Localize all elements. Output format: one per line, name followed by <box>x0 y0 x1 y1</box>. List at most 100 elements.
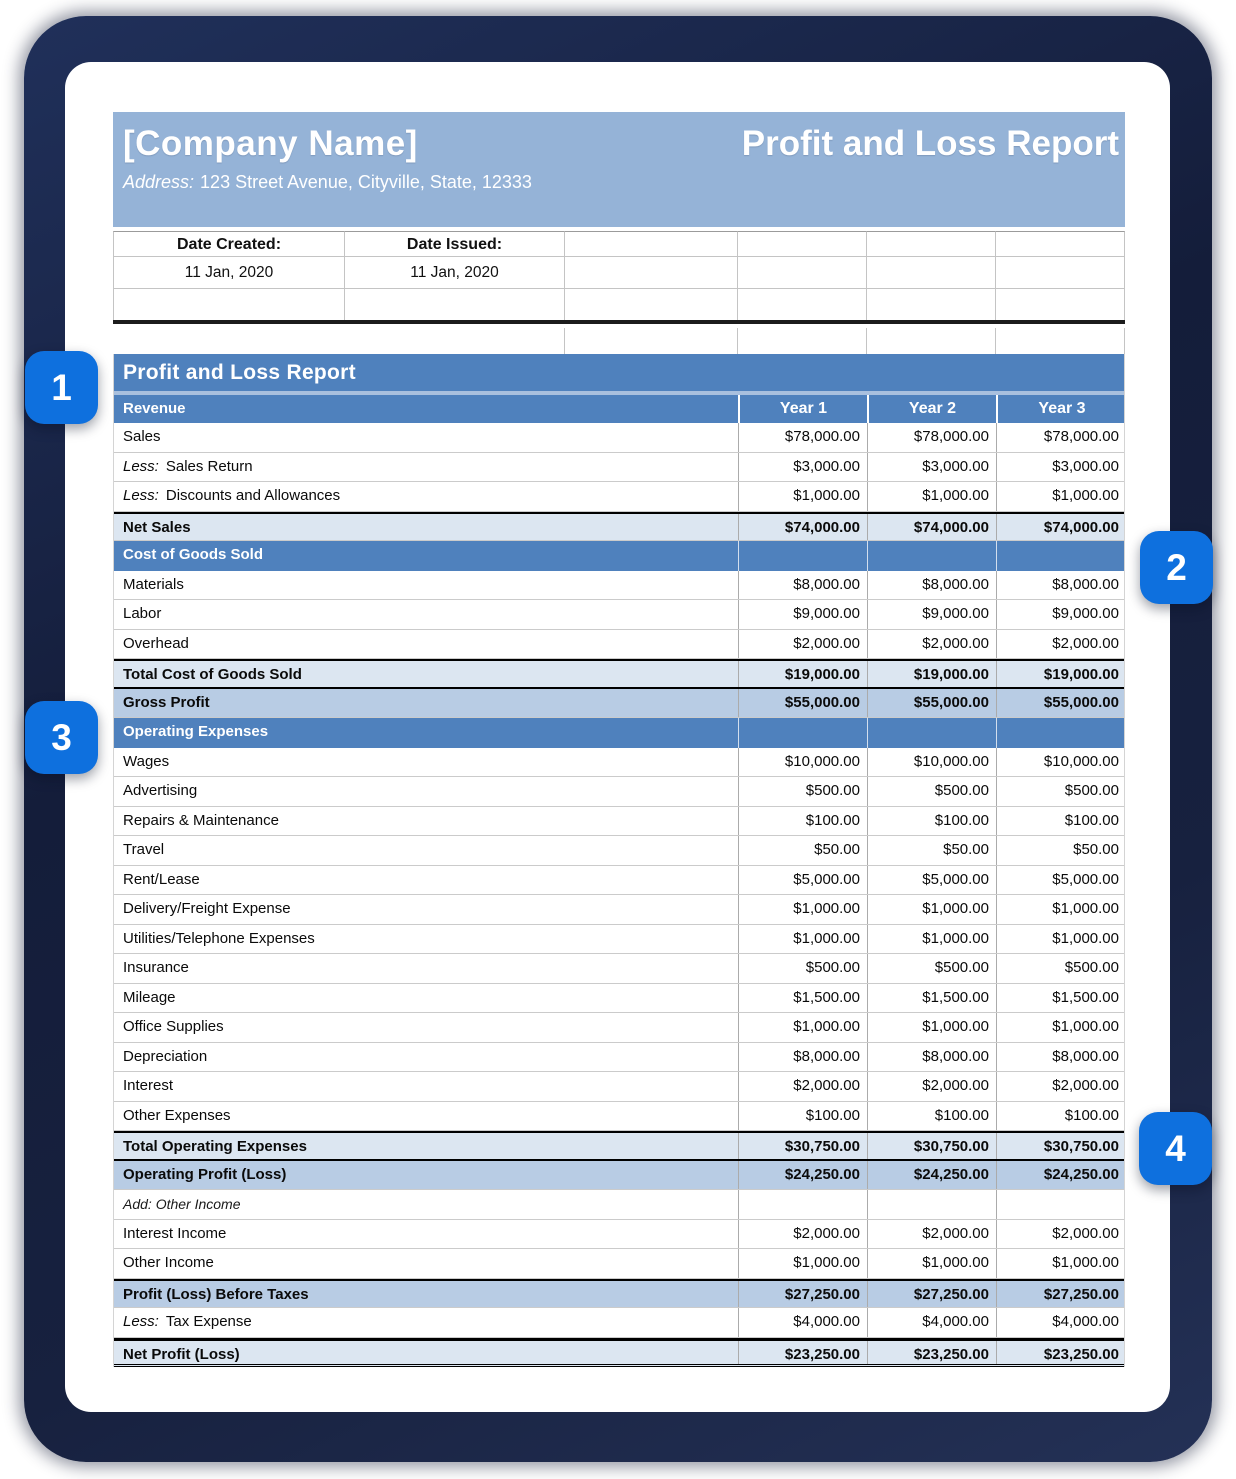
row-label: Cost of Goods Sold <box>123 546 263 563</box>
row-value-year1 <box>738 718 867 748</box>
row-label-cell: Net Sales <box>114 514 738 541</box>
table-row-operating-expenses: Operating Expenses <box>114 718 1124 748</box>
row-value-year1: $1,500.00 <box>738 983 867 1012</box>
row-label: Sales Return <box>165 457 253 475</box>
row-value-year3: $78,000.00 <box>996 423 1126 452</box>
row-value-year2: $1,000.00 <box>867 482 996 511</box>
revenue-section-header: Revenue <box>123 400 186 417</box>
row-label: Overhead <box>123 634 189 652</box>
row-label: Discounts and Allowances <box>165 487 341 504</box>
grid-empty-cell <box>565 328 738 354</box>
row-value-year2: $500.00 <box>867 777 996 806</box>
row-value-year1: $23,250.00 <box>738 1340 867 1364</box>
row-value-year2: $74,000.00 <box>867 513 996 540</box>
pl-table-rows: Sales $78,000.00 $78,000.00 $78,000.00 L… <box>114 423 1124 1367</box>
row-value-year2 <box>867 541 996 571</box>
row-value-year2: $78,000.00 <box>867 423 996 452</box>
row-label-cell: Materials <box>114 571 738 600</box>
row-label: Mileage <box>123 988 176 1006</box>
row-value-year3: $55,000.00 <box>996 688 1126 717</box>
table-row-profit-loss-before-taxes: Profit (Loss) Before Taxes $27,250.00 $2… <box>114 1278 1124 1308</box>
table-row-advertising: Advertising $500.00 $500.00 $500.00 <box>114 777 1124 807</box>
row-value-year2: $8,000.00 <box>867 570 996 599</box>
row-value-year3: $1,000.00 <box>996 924 1126 953</box>
row-value-year3: $1,000.00 <box>996 895 1126 924</box>
report-title: Profit and Loss Report <box>741 124 1119 163</box>
row-value-year1: $1,000.00 <box>738 895 867 924</box>
row-label-cell: Office Supplies <box>114 1013 738 1042</box>
address-line: Address: 123 Street Avenue, Cityville, St… <box>123 172 1115 193</box>
row-value-year3 <box>996 541 1126 571</box>
row-value-year2: $100.00 <box>867 1101 996 1130</box>
row-value-year2: $9,000.00 <box>867 600 996 629</box>
grid-empty-cell <box>113 328 345 354</box>
pl-table-header-row: Revenue Year 1 Year 2 Year 3 <box>114 395 1124 423</box>
row-value-year3: $30,750.00 <box>996 1133 1126 1159</box>
date-grid-empty-cell <box>565 289 738 320</box>
callout-badge-4[interactable]: 4 <box>1139 1112 1212 1185</box>
table-row-overhead: Overhead $2,000.00 $2,000.00 $2,000.00 <box>114 629 1126 659</box>
table-row-insurance: Insurance $500.00 $500.00 $500.00 <box>114 954 1124 984</box>
row-label-cell: Interest Income <box>114 1220 738 1249</box>
date-grid-empty-cell <box>738 257 867 289</box>
date-grid-empty-cell <box>345 289 565 320</box>
row-value-year2: $1,000.00 <box>867 1249 996 1278</box>
row-label-cell: Total Operating Expenses <box>114 1133 738 1159</box>
row-value-year3: $1,000.00 <box>996 1013 1126 1042</box>
date-issued-label: Date Issued: <box>345 231 565 257</box>
row-value-year2: $8,000.00 <box>867 1042 996 1071</box>
row-label-cell: Gross Profit <box>114 689 738 718</box>
row-label: Total Cost of Goods Sold <box>123 666 302 683</box>
callout-badge-2[interactable]: 2 <box>1140 531 1213 604</box>
row-value-year3: $23,250.00 <box>996 1340 1126 1364</box>
row-label-cell: Rent/Lease <box>114 866 738 895</box>
grid-empty-cell <box>867 328 996 354</box>
row-value-year2: $1,000.00 <box>867 924 996 953</box>
row-label-cell: Less: Sales Return <box>114 453 738 482</box>
table-row-net-profit-loss: Net Profit (Loss) $23,250.00 $23,250.00 … <box>114 1337 1126 1367</box>
callout-badge-1[interactable]: 1 <box>25 351 98 424</box>
row-label-cell: Operating Expenses <box>114 718 738 748</box>
row-value-year2: $27,250.00 <box>867 1280 996 1307</box>
table-row-tax-expense: Less: Tax Expense $4,000.00 $4,000.00 $4,… <box>114 1308 1124 1338</box>
row-value-year3: $1,000.00 <box>996 482 1126 511</box>
row-value-year1: $8,000.00 <box>738 570 867 599</box>
date-created-value: 11 Jan, 2020 <box>113 257 345 289</box>
row-label: Materials <box>123 575 184 593</box>
column-header-year3: Year 3 <box>996 395 1126 423</box>
row-label: Utilities/Telephone Expenses <box>123 929 315 947</box>
row-value-year3: $24,250.00 <box>996 1160 1126 1189</box>
row-value-year3: $5,000.00 <box>996 865 1126 894</box>
row-value-year1: $1,000.00 <box>738 1013 867 1042</box>
table-row-net-sales: Net Sales $74,000.00 $74,000.00 $74,000.… <box>114 511 1124 541</box>
table-row-labor: Labor $9,000.00 $9,000.00 $9,000.00 <box>114 600 1124 630</box>
row-label-cell: Cost of Goods Sold <box>114 541 738 571</box>
row-value-year2: $24,250.00 <box>867 1160 996 1189</box>
grid-empty-cell <box>345 328 565 354</box>
grid-empty-cell <box>996 328 1125 354</box>
row-label-cell: Mileage <box>114 984 738 1013</box>
table-row-utilities-telephone-expenses: Utilities/Telephone Expenses $1,000.00 $… <box>114 924 1126 954</box>
row-label: Operating Expenses <box>123 723 269 740</box>
address-label: Address: <box>123 172 195 192</box>
row-value-year3: $1,500.00 <box>996 983 1126 1012</box>
row-value-year2: $2,000.00 <box>867 1219 996 1248</box>
row-value-year2: $2,000.00 <box>867 1072 996 1101</box>
row-label-cell: Utilities/Telephone Expenses <box>114 925 738 954</box>
row-value-year1: $8,000.00 <box>738 1042 867 1071</box>
callout-badge-3[interactable]: 3 <box>25 701 98 774</box>
date-grid-empty-cell <box>867 289 996 320</box>
row-value-year1: $500.00 <box>738 777 867 806</box>
pre-table-grid <box>113 328 1125 354</box>
row-value-year3: $2,000.00 <box>996 629 1126 658</box>
row-value-year3: $19,000.00 <box>996 661 1126 687</box>
row-value-year2: $1,500.00 <box>867 983 996 1012</box>
row-value-year3 <box>996 718 1126 748</box>
date-grid-empty-cell <box>867 257 996 289</box>
row-label: Profit (Loss) Before Taxes <box>123 1285 309 1303</box>
row-label-cell: Other Income <box>114 1249 738 1278</box>
date-table: Date Created: Date Issued: 11 Jan, 2020 … <box>113 231 1125 320</box>
row-label-cell: Total Cost of Goods Sold <box>114 661 738 687</box>
row-label: Net Sales <box>123 518 191 536</box>
date-grid-empty-cell <box>565 231 738 257</box>
